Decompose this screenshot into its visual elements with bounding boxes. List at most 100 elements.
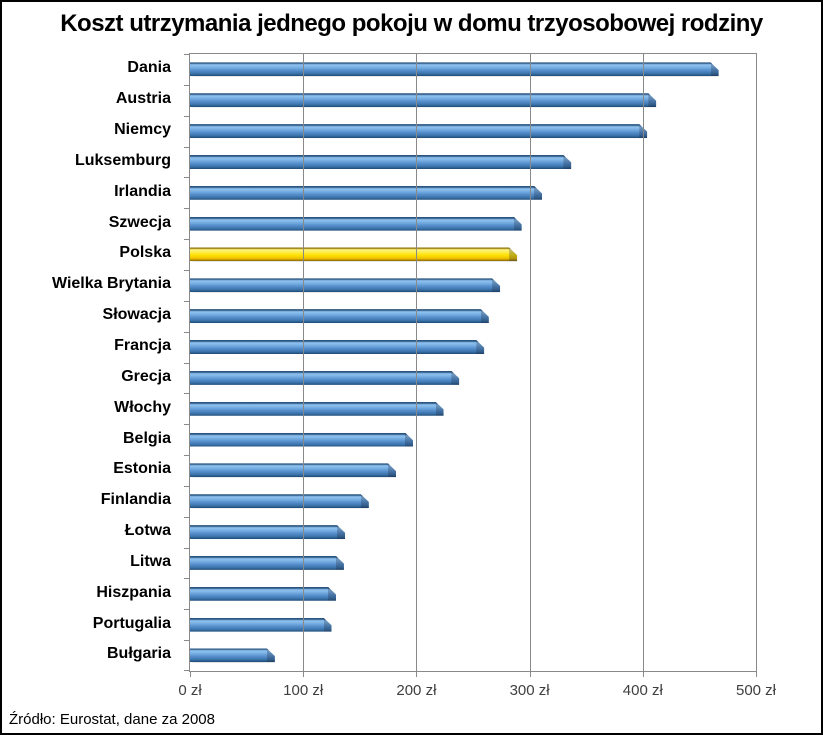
bar-litwa (190, 556, 344, 570)
bar-row (190, 116, 756, 147)
bar-row (190, 578, 756, 609)
y-axis-tick (184, 54, 190, 55)
bar-szwecja (190, 217, 522, 231)
y-axis-tick (184, 424, 190, 426)
bar-austria (190, 93, 656, 107)
category-label-polska: Polska (119, 244, 171, 262)
bar-end-bevel (336, 556, 344, 570)
y-axis-tick (184, 300, 190, 302)
y-axis-tick (184, 516, 190, 518)
bar-hiszpania (190, 587, 336, 601)
bar-s-owacja (190, 309, 489, 323)
bar-row (190, 177, 756, 208)
category-label-grecja: Grecja (121, 367, 171, 385)
bar-finlandia (190, 494, 369, 508)
x-axis-tick (416, 671, 418, 677)
bar-row (190, 424, 756, 455)
bar-wielka-brytania (190, 278, 500, 292)
x-axis-tick (529, 671, 531, 677)
bar-irlandia (190, 186, 542, 200)
y-axis-tick (184, 547, 190, 549)
y-axis-tick (184, 115, 190, 117)
bar-end-bevel (514, 217, 522, 231)
bar-row (190, 640, 756, 671)
bar-bu-garia (190, 648, 275, 662)
x-axis-tick (642, 671, 644, 677)
category-label-bu-garia: Bułgaria (106, 645, 171, 663)
x-axis-label: 100 zł (283, 682, 324, 699)
plot-area: 0 zł 100 zł 200 zł 300 zł 400 zł 500 zł (178, 53, 776, 699)
bar-end-bevel (324, 618, 332, 632)
category-label-finlandia: Finlandia (100, 491, 171, 509)
y-axis-tick (184, 485, 190, 487)
bar-end-bevel (509, 247, 517, 261)
bar-row (190, 239, 756, 270)
bar-row (190, 548, 756, 579)
bar-row (190, 332, 756, 363)
bar-end-bevel (361, 494, 369, 508)
bar-end-bevel (481, 309, 489, 323)
bar-estonia (190, 463, 396, 477)
y-axis-tick (184, 208, 190, 210)
category-label-litwa: Litwa (130, 552, 171, 570)
category-label-portugalia: Portugalia (92, 614, 171, 632)
bar-end-bevel (534, 186, 542, 200)
bar-belgia (190, 433, 413, 447)
bar-end-bevel (267, 648, 275, 662)
category-label-irlandia: Irlandia (114, 182, 171, 200)
bar-niemcy (190, 124, 647, 138)
gridline (642, 54, 644, 671)
category-label-w-ochy: Włochy (114, 398, 171, 416)
y-axis-tick (184, 578, 190, 580)
bar-row (190, 208, 756, 239)
y-axis-tick (184, 269, 190, 271)
category-label-belgia: Belgia (122, 429, 171, 447)
y-axis-tick (184, 362, 190, 364)
bar-end-bevel (648, 93, 656, 107)
bar-end-bevel (337, 525, 345, 539)
bar-row (190, 393, 756, 424)
bar-row (190, 517, 756, 548)
x-axis-label: 0 zł (178, 682, 202, 699)
bar-row (190, 147, 756, 178)
gridline (529, 54, 531, 671)
category-label-estonia: Estonia (113, 460, 171, 478)
y-axis-tick (184, 331, 190, 333)
category-label-hiszpania: Hiszpania (96, 583, 171, 601)
category-label-austria: Austria (115, 90, 171, 108)
bar-portugalia (190, 618, 332, 632)
bar-row (190, 270, 756, 301)
y-axis-tick (184, 455, 190, 457)
bar-dania (190, 62, 719, 76)
bar-w-ochy (190, 402, 444, 416)
bar-francja (190, 340, 484, 354)
bar-row (190, 54, 756, 85)
x-axis-tick (303, 671, 305, 677)
category-label-francja: Francja (114, 337, 171, 355)
category-label-szwecja: Szwecja (108, 213, 171, 231)
y-axis-tick (184, 146, 190, 148)
bar-end-bevel (711, 62, 719, 76)
y-axis-tick (184, 239, 190, 241)
bar-end-bevel (563, 155, 571, 169)
y-axis-tick (184, 609, 190, 611)
x-axis-tick (756, 671, 757, 677)
bar-end-bevel (476, 340, 484, 354)
y-axis-tick (184, 393, 190, 395)
x-axis-label: 500 zł (735, 682, 777, 699)
x-axis-tick (190, 671, 191, 677)
bar-row (190, 455, 756, 486)
y-axis-tick (184, 84, 190, 86)
category-label-luksemburg: Luksemburg (74, 151, 171, 169)
category-label-wielka-brytania: Wielka Brytania (51, 275, 171, 293)
category-label-niemcy: Niemcy (114, 121, 171, 139)
y-axis-tick (184, 177, 190, 179)
x-axis-label: 300 zł (509, 682, 550, 699)
bar-row (190, 609, 756, 640)
bar-grecja (190, 371, 459, 385)
bar-row (190, 85, 756, 116)
bar-row (190, 301, 756, 332)
source-note: Źródło: Eurostat, dane za 2008 (9, 711, 215, 728)
gridline (303, 54, 305, 671)
